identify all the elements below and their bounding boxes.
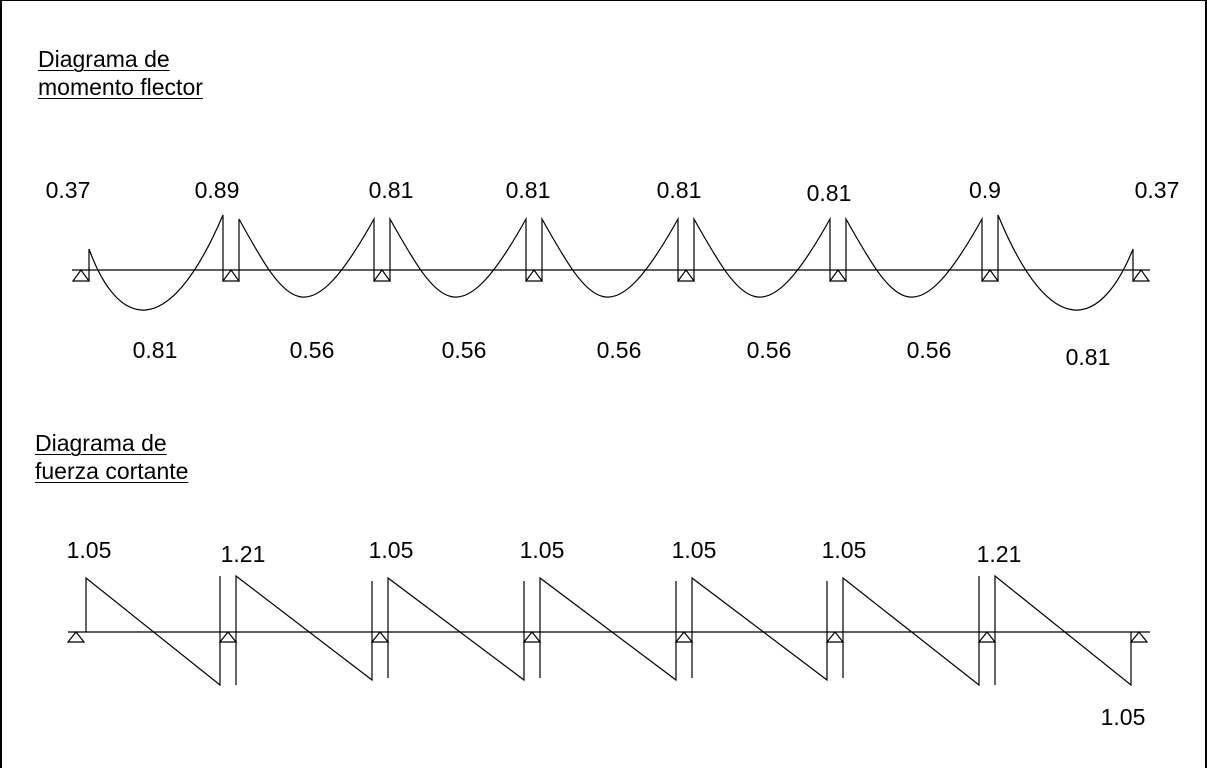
moment-support-label-4: 0.81 — [506, 177, 551, 203]
moment-title-line2: momento flector — [38, 74, 203, 100]
moment-support-2 — [221, 268, 241, 282]
shear-supports — [66, 631, 1149, 643]
moment-support-label-2: 0.89 — [195, 177, 240, 203]
shear-diagram-title: Diagrama de fuerza cortante — [35, 429, 188, 485]
shear-curve-span-7 — [994, 574, 1132, 687]
shear-title-line2: fuerza cortante — [35, 458, 189, 484]
moment-curve-span-6 — [845, 216, 983, 298]
shear-top-label-3: 1.05 — [369, 537, 414, 563]
moment-span-label-4: 0.56 — [597, 337, 642, 363]
shear-top-label-5: 1.05 — [672, 537, 717, 563]
moment-supports — [71, 268, 1151, 282]
shear-top-label-4: 1.05 — [520, 537, 565, 563]
shear-support-2 — [218, 631, 238, 643]
moment-support-6 — [828, 268, 848, 282]
moment-curve-span-7 — [997, 214, 1134, 311]
moment-span-label-3: 0.56 — [442, 337, 487, 363]
shear-top-label-2: 1.21 — [221, 541, 266, 567]
shear-curve-span-1 — [85, 576, 221, 687]
shear-support-4 — [522, 631, 542, 643]
moment-curves — [88, 214, 1134, 311]
moment-support-4 — [524, 268, 544, 282]
moment-span-labels: 0.81 0.56 0.56 0.56 0.56 0.56 0.81 — [133, 337, 1111, 370]
moment-curve-span-2 — [238, 216, 375, 298]
moment-curve-span-3 — [389, 216, 527, 298]
shear-curve-span-6 — [842, 576, 980, 687]
moment-support-5 — [676, 268, 696, 282]
shear-support-3 — [370, 631, 390, 643]
shear-curve-span-2 — [235, 574, 373, 685]
shear-support-1 — [66, 631, 86, 643]
shear-top-label-7: 1.21 — [977, 541, 1022, 567]
moment-span-label-6: 0.56 — [907, 337, 952, 363]
shear-title-line1: Diagrama de — [35, 430, 167, 456]
moment-support-7 — [980, 268, 1000, 282]
moment-support-labels: 0.37 0.89 0.81 0.81 0.81 0.81 0.9 0.37 — [46, 177, 1180, 206]
shear-support-5 — [674, 631, 694, 643]
moment-curve-span-5 — [693, 216, 831, 298]
moment-support-label-3: 0.81 — [369, 177, 414, 203]
moment-span-label-2: 0.56 — [290, 337, 335, 363]
shear-top-label-6: 1.05 — [822, 537, 867, 563]
moment-support-8 — [1131, 268, 1151, 282]
moment-curve-span-4 — [541, 216, 679, 298]
moment-diagram-title: Diagrama de momento flector — [38, 45, 203, 101]
shear-end-label: 1.05 — [1101, 704, 1146, 730]
moment-span-label-7: 0.81 — [1066, 344, 1111, 370]
shear-support-6 — [825, 631, 845, 643]
moment-title-line1: Diagrama de — [38, 46, 170, 72]
moment-support-label-6: 0.81 — [807, 180, 852, 206]
shear-labels: 1.05 1.21 1.05 1.05 1.05 1.05 1.21 1.05 — [67, 537, 1146, 730]
shear-curves — [85, 574, 1132, 687]
moment-support-label-1: 0.37 — [46, 177, 91, 203]
moment-support-label-7: 0.9 — [969, 177, 1001, 203]
shear-curve-span-5 — [691, 576, 828, 682]
shear-support-8 — [1129, 631, 1149, 643]
moment-support-3 — [372, 268, 392, 282]
moment-curve-span-1 — [88, 214, 224, 311]
moment-span-label-1: 0.81 — [133, 337, 178, 363]
moment-support-1 — [71, 268, 91, 282]
shear-curve-span-4 — [539, 576, 677, 682]
shear-diagram: 1.05 1.21 1.05 1.05 1.05 1.05 1.21 1.05 — [67, 537, 1150, 730]
moment-span-label-5: 0.56 — [747, 337, 792, 363]
moment-diagram: 0.37 0.89 0.81 0.81 0.81 0.81 0.9 0.37 0… — [46, 177, 1180, 370]
moment-support-label-8: 0.37 — [1135, 177, 1180, 203]
shear-support-7 — [977, 631, 997, 643]
moment-support-label-5: 0.81 — [657, 177, 702, 203]
shear-curve-span-3 — [387, 576, 525, 682]
shear-top-label-1: 1.05 — [67, 537, 112, 563]
